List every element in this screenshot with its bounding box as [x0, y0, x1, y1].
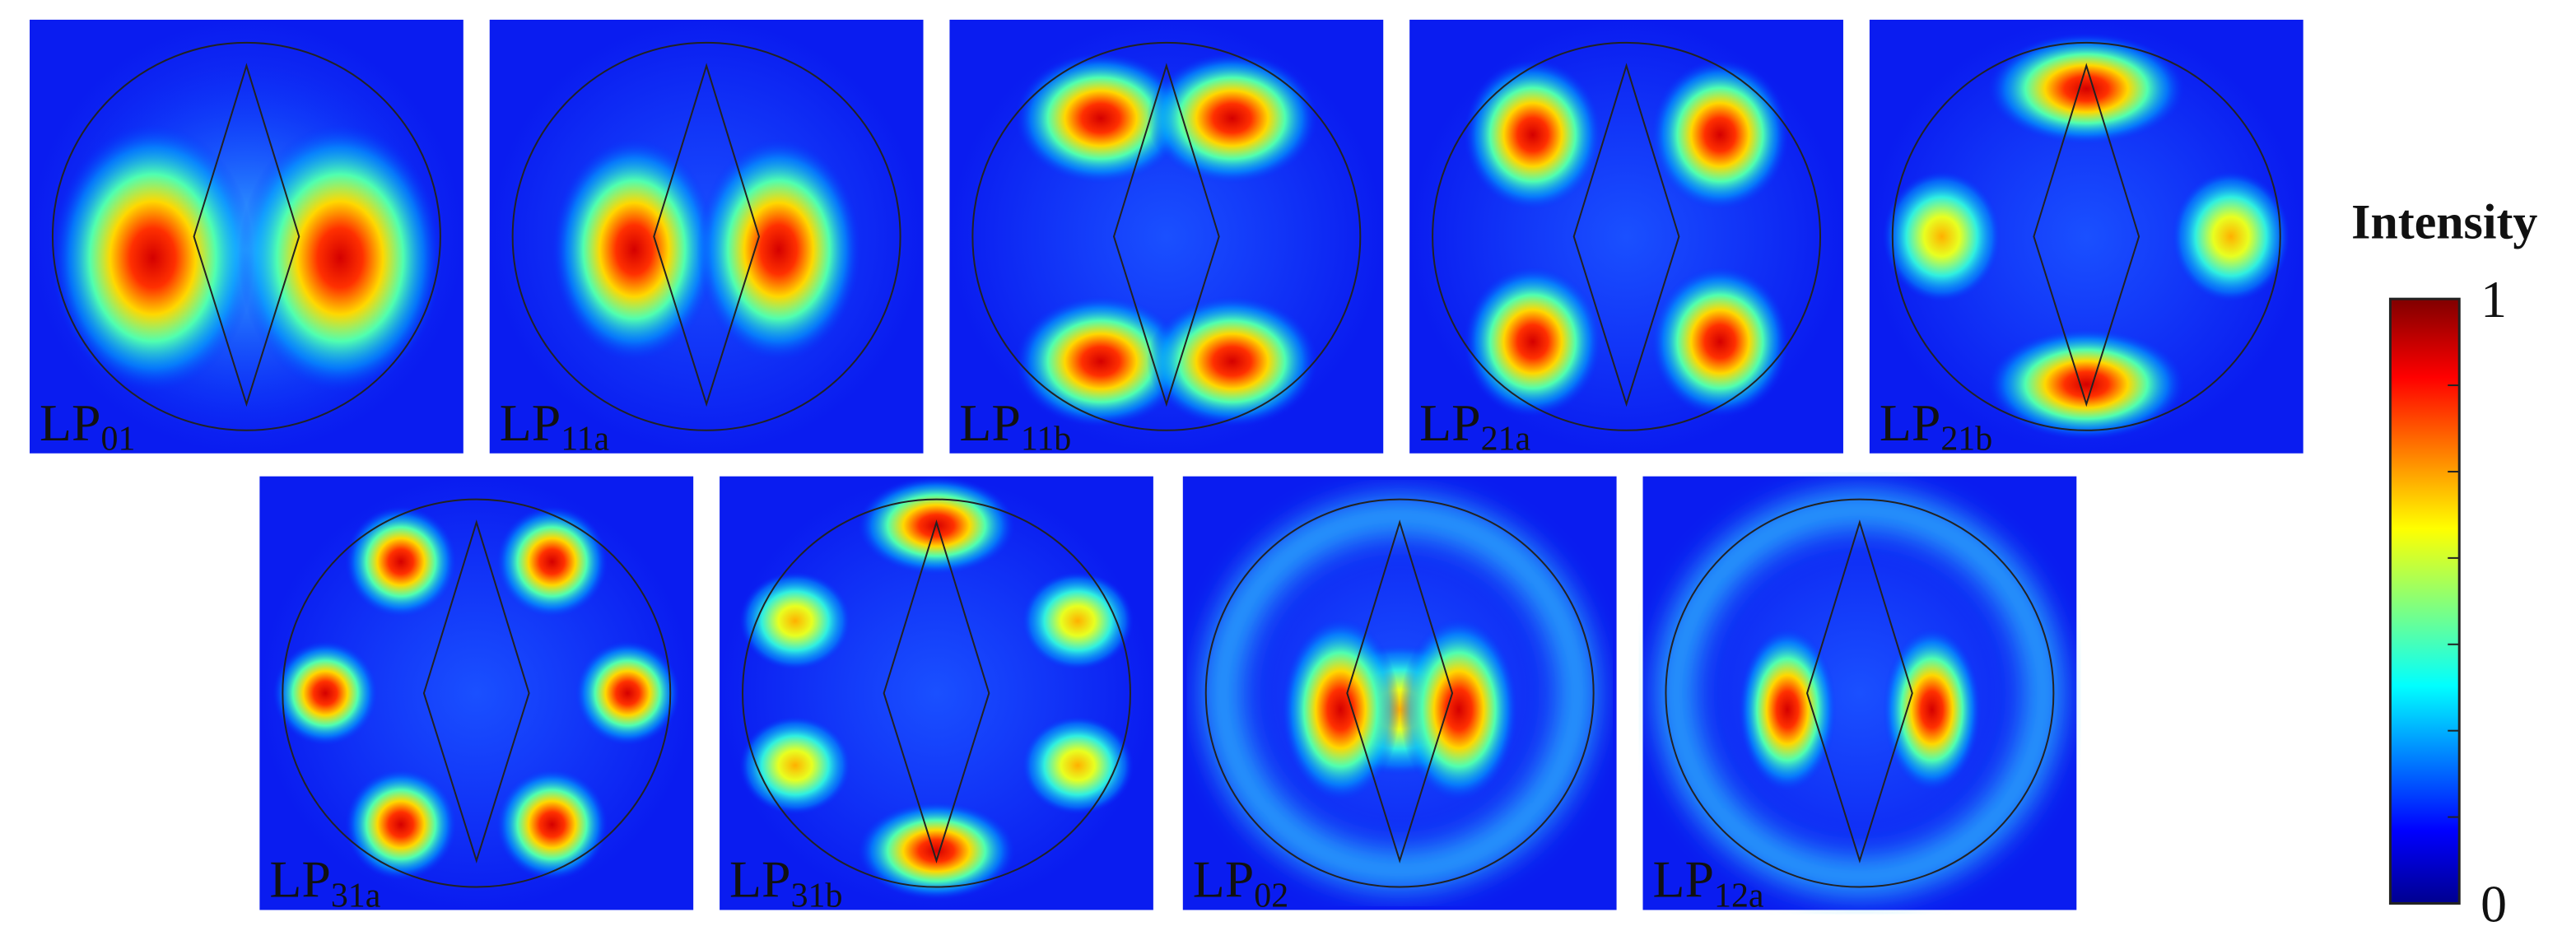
core-diamond [883, 519, 990, 864]
intensity-lobe [1464, 58, 1602, 211]
mode-label: LP11b [959, 393, 1071, 459]
intensity-lobe [50, 123, 255, 393]
core-diamond [1346, 519, 1454, 864]
mode-panel: LP02 [1182, 476, 1617, 915]
panel-background [1642, 476, 2077, 910]
mode-label: LP11a [500, 393, 610, 459]
mode-panel: LP01 [30, 19, 463, 459]
mode-label: LP21b [1880, 393, 1992, 459]
mode-label-base: LP [1652, 850, 1714, 908]
intensity-lobe [238, 123, 442, 393]
fiber-boundary [1432, 41, 1822, 431]
mode-label-sub: 31a [331, 877, 381, 915]
mode-label-sub: 11a [561, 421, 609, 459]
outer-ring [1657, 491, 2062, 896]
colorbar-scale [2388, 297, 2461, 905]
mode-panel: LP11b [949, 19, 1384, 459]
fiber-boundary [1891, 41, 2281, 431]
core-diamond [1806, 519, 1913, 864]
mode-label-base: LP [1880, 393, 1941, 452]
intensity-lobe [496, 768, 608, 881]
mode-label-sub: 31b [791, 877, 843, 915]
intensity-lobe [575, 640, 681, 746]
mode-label: LP21a [1419, 393, 1530, 459]
intensity-lobe [273, 640, 379, 746]
mode-label-base: LP [1419, 393, 1481, 452]
intensity-lobe [1738, 627, 1837, 792]
mode-label: LP02 [1193, 850, 1288, 915]
colorbar-tick-label: 1 [2481, 270, 2507, 328]
intensity-lobe [1022, 716, 1134, 815]
mode-label-base: LP [500, 393, 561, 452]
mode-label: LP31b [729, 850, 842, 915]
fiber-boundary [511, 41, 901, 431]
core-diamond [1112, 63, 1220, 407]
mode-label-sub: 21b [1940, 421, 1992, 459]
intensity-lobe [1281, 617, 1400, 802]
mode-panel: LP21b [1869, 19, 2303, 459]
fiber-boundary [1665, 498, 2055, 888]
mode-label-sub: 01 [101, 421, 136, 459]
intensity-lobe [1400, 617, 1518, 802]
intensity-lobe [1464, 266, 1602, 417]
outer-ring [1204, 497, 1595, 889]
intensity-lobe [1015, 52, 1186, 184]
mode-panel: LP31b [720, 476, 1153, 915]
mode-label: LP12a [1652, 850, 1763, 915]
core-diamond [2033, 63, 2140, 407]
intensity-lobe [345, 768, 457, 881]
intensity-lobe [857, 476, 1016, 575]
core-diamond [1572, 63, 1680, 407]
mode-label-sub: 12a [1714, 877, 1764, 915]
intensity-lobe [1987, 328, 2185, 440]
mode-label-sub: 21a [1481, 421, 1531, 459]
intensity-lobe [1022, 571, 1134, 671]
intensity-lobe [739, 716, 851, 815]
mode-panel: LP21a [1409, 19, 1843, 459]
intensity-lobe [1146, 296, 1318, 427]
colorbar: Intensity 0 1 [2351, 194, 2537, 931]
mode-label-base: LP [959, 393, 1021, 452]
mode-label-base: LP [729, 850, 791, 908]
core-diamond [422, 519, 530, 864]
intensity-lobe [2172, 170, 2290, 303]
mode-label-base: LP [269, 850, 331, 908]
intensity-lobe [1882, 627, 1982, 792]
intensity-lobe [696, 137, 861, 361]
intensity-lobe [1651, 58, 1790, 211]
panel-background [1409, 19, 1843, 454]
intensity-lobe [1987, 32, 2185, 145]
intensity-lobe [857, 801, 1016, 901]
fiber-boundary [51, 41, 441, 431]
mode-panel: LP11a [489, 19, 924, 459]
colorbar-tick-label: 0 [2481, 874, 2507, 931]
mode-panel: LP31a [259, 476, 694, 915]
colorbar-title: Intensity [2351, 194, 2537, 249]
core-diamond [193, 63, 300, 407]
intensity-lobe [739, 571, 851, 671]
intensity-lobe [1146, 52, 1318, 184]
intensity-lobe [1882, 170, 2001, 303]
mode-label-sub: 02 [1254, 877, 1288, 915]
mode-label-base: LP [1193, 850, 1255, 908]
intensity-lobe [552, 137, 717, 361]
fiber-boundary [742, 498, 1131, 888]
core-diamond [653, 63, 761, 407]
fiber-boundary [1204, 498, 1595, 888]
fiber-boundary [282, 498, 672, 888]
fiber-boundary [971, 41, 1362, 431]
mode-label: LP01 [40, 393, 135, 459]
mode-label: LP31a [269, 850, 380, 915]
intensity-lobe [1651, 266, 1790, 417]
mode-label-sub: 11b [1021, 421, 1071, 459]
intensity-lobe [496, 505, 608, 618]
mode-panel: LP12a [1642, 476, 2077, 915]
intensity-lobe [345, 505, 457, 618]
mode-label-base: LP [40, 393, 101, 452]
